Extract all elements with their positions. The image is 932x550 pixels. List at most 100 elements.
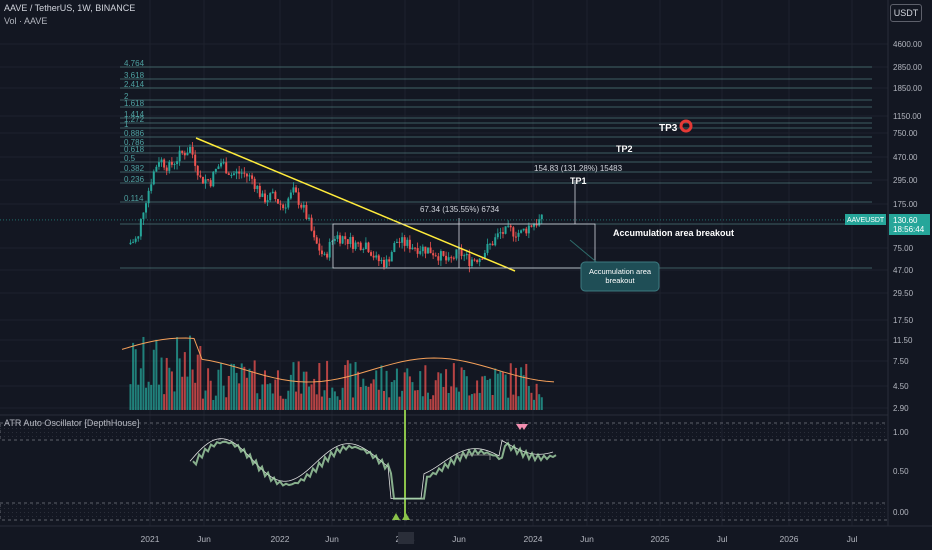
candle-body xyxy=(514,236,517,238)
candle-body xyxy=(383,259,385,268)
volume-bar xyxy=(478,392,481,410)
candle-body xyxy=(450,257,453,259)
candle-body xyxy=(139,219,142,237)
candle-body xyxy=(271,191,274,194)
candle-body xyxy=(411,247,414,250)
candle-body xyxy=(245,173,248,177)
volume-bar xyxy=(525,363,528,410)
descending-trendline xyxy=(195,137,516,272)
candle-body xyxy=(287,198,290,208)
volume-bar xyxy=(292,362,295,410)
candle-body xyxy=(370,252,373,256)
candle-body xyxy=(470,259,473,267)
volume-bar xyxy=(465,376,468,410)
volume-indicator-label: Vol · AAVE xyxy=(4,16,48,26)
volume-bar xyxy=(134,349,137,410)
volume-bar xyxy=(421,396,424,410)
time-label: Jun xyxy=(197,534,211,544)
volume-bar xyxy=(315,394,318,410)
tp3-label: TP3 xyxy=(659,123,678,134)
osc-tick: 1.00 xyxy=(893,428,909,437)
candle-body xyxy=(318,243,321,251)
volume-bar xyxy=(522,375,525,410)
symbol-tag xyxy=(845,214,886,225)
volume-bar xyxy=(344,365,347,410)
currency-button[interactable]: USDT xyxy=(890,4,922,22)
volume-bar xyxy=(245,377,248,410)
candle-body xyxy=(253,178,256,190)
volume-bar xyxy=(351,397,354,410)
candle-body xyxy=(401,237,404,243)
volume-bar xyxy=(326,360,329,410)
volume-bar xyxy=(489,378,492,410)
volume-bar xyxy=(339,399,342,410)
time-label: 2026 xyxy=(780,534,799,544)
volume-bar xyxy=(199,346,202,410)
time-label: 2022 xyxy=(271,534,290,544)
volume-bar xyxy=(163,394,166,410)
volume-bar xyxy=(201,398,204,410)
candle-body xyxy=(473,259,476,261)
volume-bar xyxy=(496,373,499,410)
candle-body xyxy=(388,259,391,262)
volume-bar xyxy=(403,372,406,410)
candle-body xyxy=(313,230,316,238)
volume-bar xyxy=(483,375,486,410)
volume-bar xyxy=(320,396,323,410)
candle-body xyxy=(357,242,360,244)
volume-bar xyxy=(209,380,212,410)
price-tick: 1850.00 xyxy=(893,84,922,93)
countdown-text: 18:56:44 xyxy=(893,225,925,234)
symbol-tag-text: AAVEUSDT xyxy=(847,217,885,224)
volume-bar xyxy=(256,393,259,410)
volume-bar xyxy=(168,367,171,410)
candle-body xyxy=(414,247,417,249)
candle-body xyxy=(305,204,308,219)
price-tick: 175.00 xyxy=(893,200,918,209)
volume-bar xyxy=(346,360,349,410)
candle-body xyxy=(181,150,184,153)
candle-body xyxy=(426,247,429,254)
volume-bar xyxy=(481,376,484,410)
candle-body xyxy=(145,203,148,213)
volume-bar xyxy=(279,395,282,410)
tp2-label: TP2 xyxy=(616,144,633,154)
candle-body xyxy=(346,239,349,245)
fib-label: 1.272 xyxy=(124,115,145,124)
sell-signal-arrow xyxy=(520,424,528,430)
candle-body xyxy=(377,255,380,262)
price-tick: 29.50 xyxy=(893,289,914,298)
volume-bar xyxy=(504,374,507,410)
volume-bar xyxy=(393,380,396,410)
candle-body xyxy=(238,171,241,174)
candle-body xyxy=(476,260,479,263)
oversold-zone xyxy=(0,502,889,521)
candle-body xyxy=(173,164,176,166)
volume-bar xyxy=(165,357,168,410)
volume-bar xyxy=(191,369,194,410)
price-tick: 75.00 xyxy=(893,244,914,253)
volume-bar xyxy=(139,368,142,410)
candle-body xyxy=(406,239,409,246)
candle-body xyxy=(486,243,489,253)
candle-body xyxy=(437,256,440,261)
volume-bar xyxy=(251,371,254,410)
volume-bar xyxy=(297,361,300,410)
volume-bar xyxy=(520,367,523,410)
candle-body xyxy=(408,239,411,250)
volume-bar xyxy=(238,383,241,410)
volume-bar xyxy=(160,357,163,410)
candle-body xyxy=(367,242,370,253)
fib-label: 4.764 xyxy=(124,59,145,68)
candle-body xyxy=(364,242,367,250)
accumulation-callout-box xyxy=(580,261,660,292)
candle-body xyxy=(134,238,137,242)
candle-body xyxy=(279,203,282,205)
price-tick: 7.50 xyxy=(893,357,909,366)
volume-bar xyxy=(145,387,148,410)
volume-bar xyxy=(194,382,197,410)
candle-body xyxy=(165,167,168,171)
